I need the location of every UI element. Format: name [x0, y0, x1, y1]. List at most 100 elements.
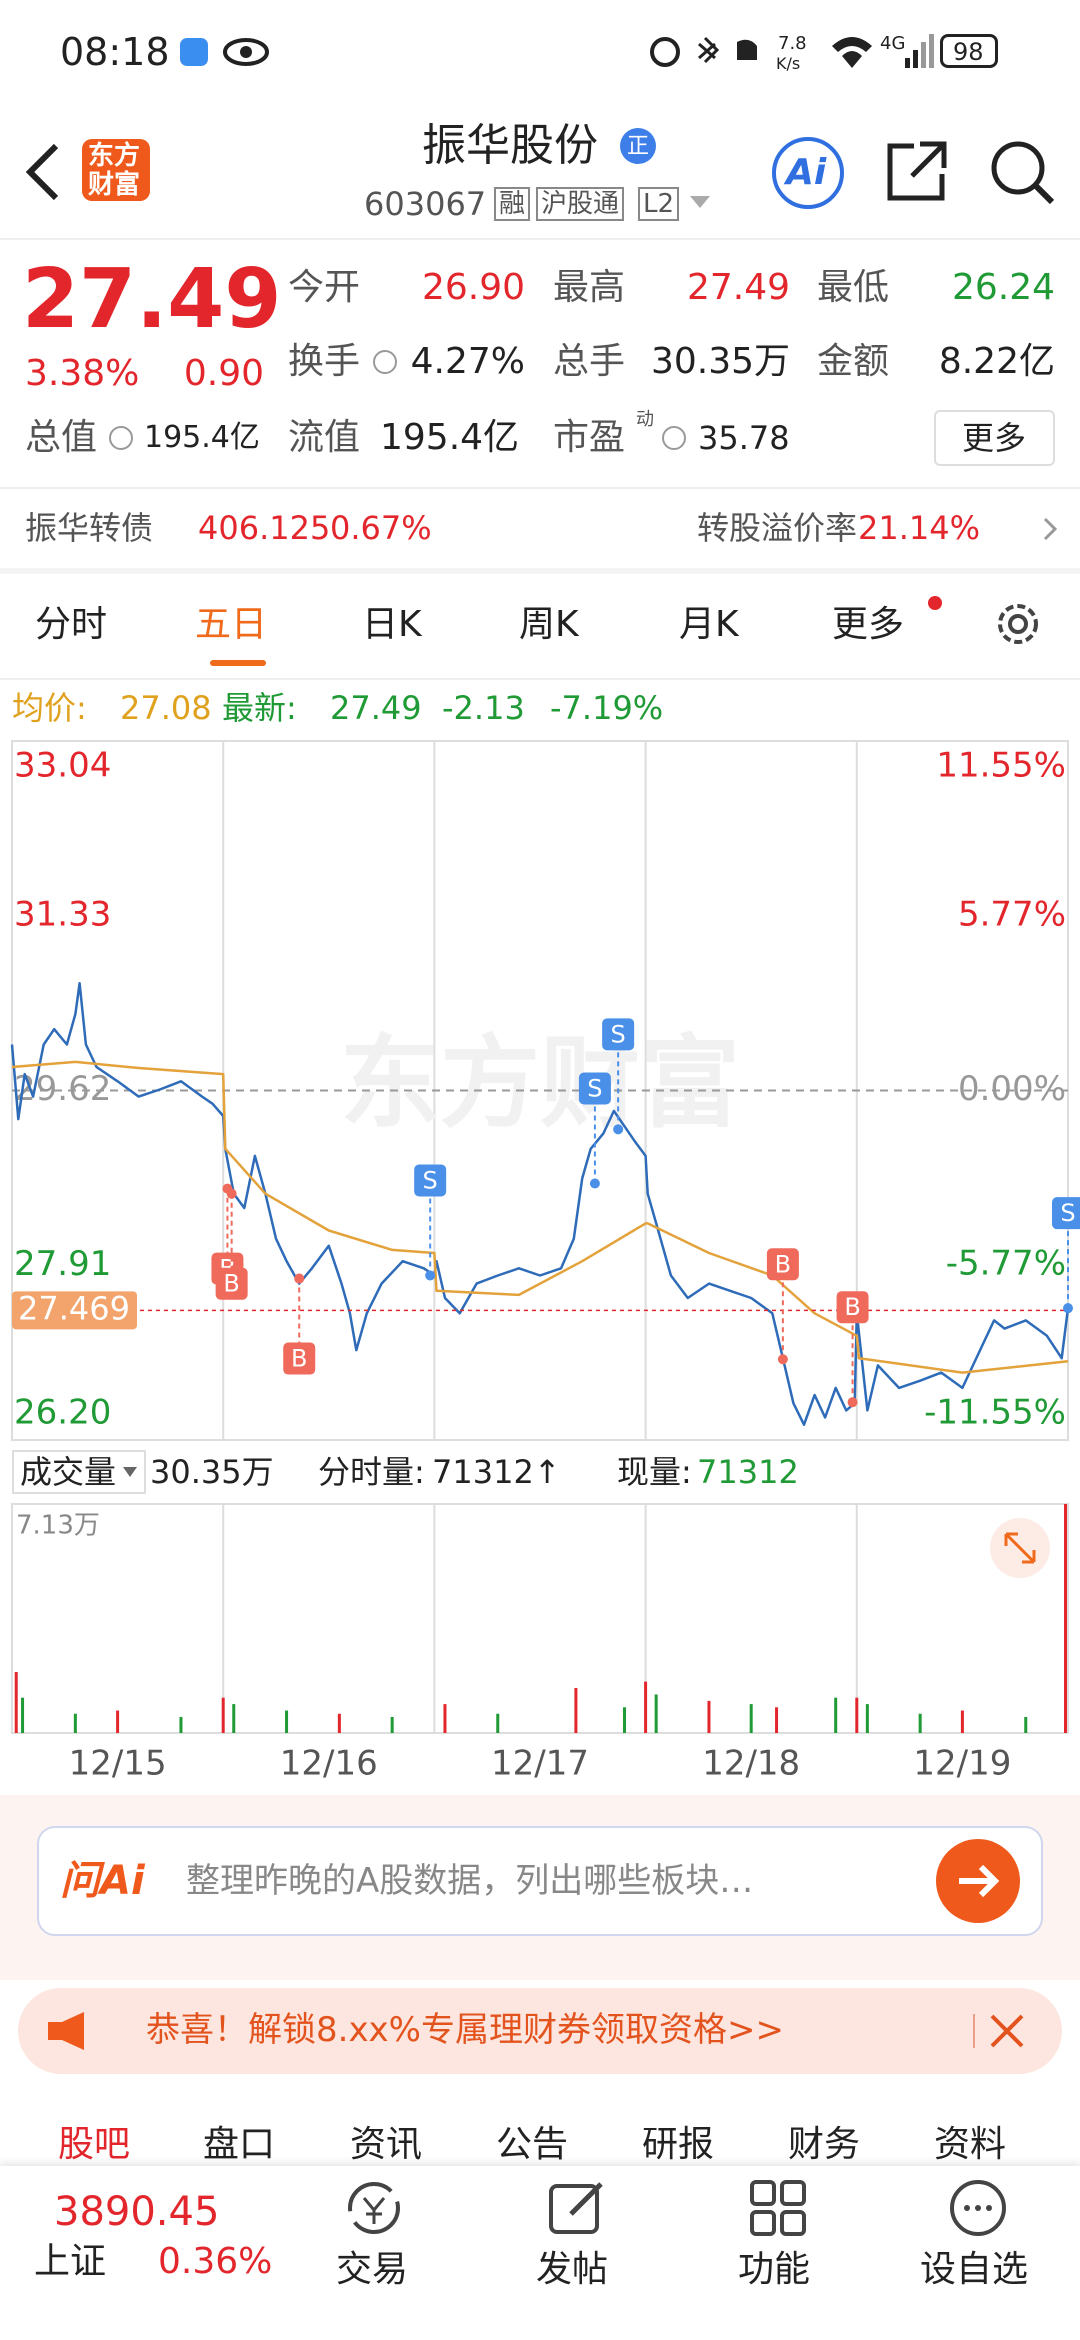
sub-tab-active[interactable]: 股吧 — [58, 2124, 131, 2165]
minute-volume: 71312↑ — [432, 1453, 561, 1491]
info-icon[interactable] — [109, 426, 133, 450]
label-sup: 动 — [636, 409, 654, 430]
minute-volume-label: 分时量: — [318, 1453, 425, 1491]
volume-bar — [496, 1713, 500, 1733]
volume-bar — [775, 1707, 779, 1733]
signal-icon — [905, 34, 934, 68]
trade-label: S — [611, 1020, 626, 1048]
trade-badge — [578, 1072, 611, 1105]
label: 总手 — [553, 341, 626, 382]
volume-bar — [116, 1710, 120, 1733]
ai-button[interactable] — [772, 137, 844, 209]
label: 流值 — [288, 417, 361, 458]
expand-icon — [1004, 1532, 1036, 1564]
trade-dot — [294, 1273, 305, 1284]
sub-tab[interactable]: 资料 — [934, 2124, 1007, 2165]
legend-last-label: 最新: — [222, 689, 297, 727]
chevron[interactable] — [1042, 516, 1058, 542]
trade-badge — [766, 1248, 799, 1281]
y2-tick-label: -5.77% — [946, 1244, 1066, 1284]
trade-dot — [425, 1270, 436, 1281]
y-tick-label: 33.04 — [14, 746, 111, 786]
banner-text: 恭喜！解锁8.xx%专属理财券领取资格>> — [146, 2010, 784, 2050]
network: 4G — [880, 33, 906, 54]
logo-text: 东方 — [88, 141, 141, 171]
bond-pct: 0.67% — [330, 509, 432, 547]
post-icon[interactable] — [545, 2178, 611, 2238]
tab[interactable]: 周K — [519, 604, 579, 645]
msg-icon — [180, 38, 208, 66]
volume-bar — [14, 1671, 18, 1733]
trade-badge — [1052, 1197, 1080, 1230]
dropdown[interactable] — [688, 194, 712, 210]
divider — [0, 568, 1080, 574]
tab[interactable]: 日K — [362, 604, 422, 645]
volume-bar — [574, 1688, 578, 1733]
x-tick-label: 12/16 — [280, 1744, 378, 1784]
info-icon[interactable] — [373, 350, 397, 374]
search-button[interactable] — [988, 138, 1058, 208]
tab-underline — [210, 660, 266, 666]
price: 27.49 — [22, 252, 282, 347]
x-tick-label: 12/17 — [491, 1744, 589, 1784]
value: 26.24 — [951, 267, 1055, 308]
trade-badge — [215, 1267, 248, 1300]
legend-pct: -7.19% — [550, 689, 664, 727]
nav-item[interactable]: 设自选 — [920, 2249, 1029, 2290]
stock-title: 振华股份 — [422, 120, 598, 171]
current-price-label: 27.469 — [18, 1289, 130, 1327]
value: 195.4亿 — [144, 420, 260, 455]
change-pct: 3.38% — [25, 353, 140, 394]
banner[interactable] — [18, 1988, 1062, 2074]
settings-button[interactable] — [990, 596, 1046, 652]
trade-label: S — [587, 1074, 602, 1102]
divider — [0, 487, 1080, 489]
sub-tab[interactable]: 盘口 — [203, 2124, 276, 2165]
volume-bar — [918, 1713, 922, 1733]
bottom-nav — [0, 2166, 1080, 2340]
tab[interactable]: 更多 — [832, 604, 905, 645]
price-line — [11, 1060, 1069, 1374]
volume-bar — [855, 1697, 859, 1733]
trade-badge — [602, 1018, 635, 1051]
trade-label: B — [775, 1250, 791, 1278]
label: 最低 — [817, 267, 890, 308]
func-icon[interactable] — [748, 2178, 808, 2238]
more-button[interactable] — [934, 410, 1055, 466]
sub-tab[interactable]: 资讯 — [350, 2124, 423, 2165]
sub-tab[interactable]: 公告 — [496, 2124, 569, 2165]
trade-icon[interactable] — [340, 2178, 408, 2238]
x-tick-label: 12/18 — [702, 1744, 800, 1784]
volume-selector[interactable] — [12, 1450, 146, 1494]
tab[interactable]: 分时 — [35, 604, 108, 645]
tab[interactable]: 月K — [679, 604, 739, 645]
badge-text: 正 — [627, 134, 650, 159]
nav-item[interactable]: 交易 — [336, 2249, 409, 2290]
value: 4.27% — [410, 341, 525, 382]
ai-placeholder: 整理昨晚的A股数据，列出哪些板块… — [186, 1861, 754, 1901]
sub-tab[interactable]: 财务 — [788, 2124, 861, 2165]
volume-bar — [21, 1697, 25, 1733]
info-icon[interactable] — [662, 426, 686, 450]
badge — [620, 128, 656, 164]
change: 0.90 — [183, 353, 264, 394]
volume-bar — [644, 1681, 648, 1733]
nav-item[interactable]: 功能 — [738, 2249, 811, 2290]
sub-tab[interactable]: 研报 — [642, 2124, 715, 2165]
banner-close[interactable] — [972, 2010, 1032, 2052]
share-button[interactable] — [884, 138, 950, 204]
y-tick-label: 26.20 — [14, 1393, 111, 1433]
ai-input[interactable] — [37, 1826, 1043, 1936]
label: 市盈 — [553, 417, 626, 458]
label: 换手 — [288, 341, 361, 382]
trade-dot — [226, 1188, 237, 1199]
volume-bar — [232, 1704, 236, 1733]
nav-item[interactable]: 发帖 — [536, 2249, 609, 2290]
watchlist-icon[interactable] — [948, 2178, 1008, 2238]
tab-active[interactable]: 五日 — [195, 604, 268, 645]
index-pct: 0.36% — [158, 2241, 273, 2282]
red-dot — [928, 596, 942, 610]
back-button[interactable] — [20, 140, 64, 204]
ai-send[interactable] — [935, 1838, 1021, 1924]
trade-dot — [613, 1124, 624, 1135]
